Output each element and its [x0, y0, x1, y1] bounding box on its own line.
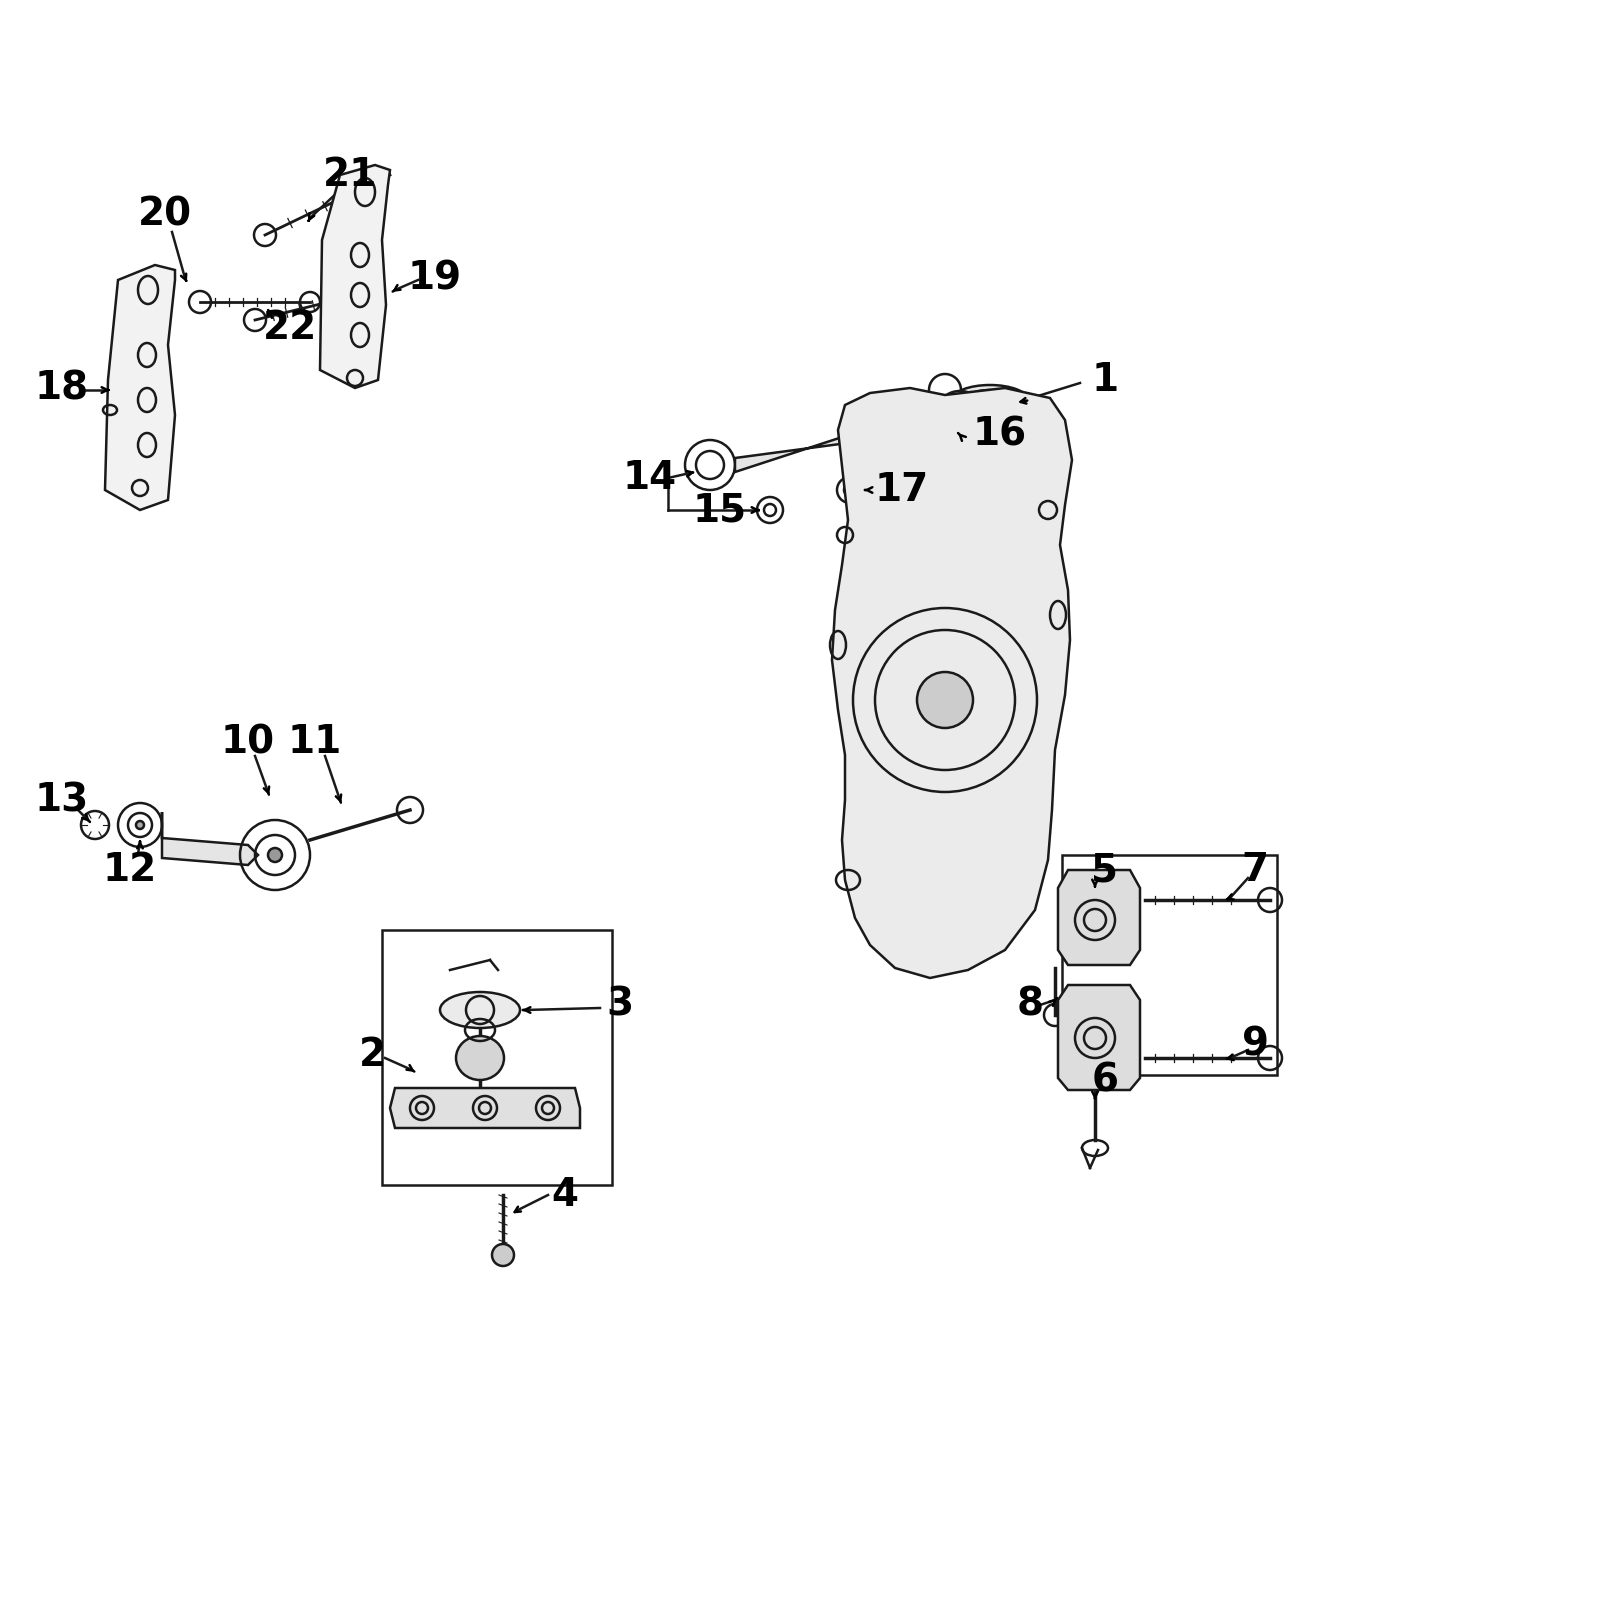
Text: 5: 5	[1091, 851, 1118, 890]
Text: 22: 22	[262, 309, 317, 347]
Ellipse shape	[440, 992, 520, 1029]
Polygon shape	[734, 427, 870, 472]
Circle shape	[883, 414, 896, 426]
Text: 1: 1	[1091, 362, 1118, 398]
Ellipse shape	[942, 390, 978, 414]
Ellipse shape	[456, 1037, 504, 1080]
Text: 12: 12	[102, 851, 157, 890]
Circle shape	[493, 1245, 514, 1266]
Polygon shape	[1058, 986, 1139, 1090]
Text: 20: 20	[138, 195, 192, 234]
Text: 9: 9	[1242, 1026, 1269, 1064]
Polygon shape	[390, 1088, 579, 1128]
Text: 8: 8	[1016, 986, 1043, 1024]
Text: 16: 16	[973, 416, 1027, 454]
Polygon shape	[162, 813, 258, 866]
Text: 7: 7	[1242, 851, 1269, 890]
Text: 13: 13	[35, 781, 90, 819]
Text: 15: 15	[693, 491, 747, 530]
Polygon shape	[832, 387, 1072, 978]
Text: 21: 21	[323, 157, 378, 194]
Polygon shape	[106, 266, 174, 510]
Circle shape	[269, 848, 282, 862]
Bar	[382, 930, 611, 1186]
Circle shape	[917, 672, 973, 728]
Text: 17: 17	[875, 470, 930, 509]
Text: 19: 19	[408, 259, 462, 298]
Text: 11: 11	[288, 723, 342, 762]
Polygon shape	[320, 165, 390, 387]
Text: 18: 18	[35, 370, 90, 406]
Text: 2: 2	[358, 1037, 386, 1074]
Text: 10: 10	[221, 723, 275, 762]
Circle shape	[136, 821, 144, 829]
Bar	[1062, 854, 1277, 1075]
Polygon shape	[1058, 870, 1139, 965]
Text: 3: 3	[606, 986, 634, 1024]
Ellipse shape	[952, 386, 1027, 414]
Text: 4: 4	[552, 1176, 579, 1214]
Text: 6: 6	[1091, 1061, 1118, 1099]
Text: 14: 14	[622, 459, 677, 498]
